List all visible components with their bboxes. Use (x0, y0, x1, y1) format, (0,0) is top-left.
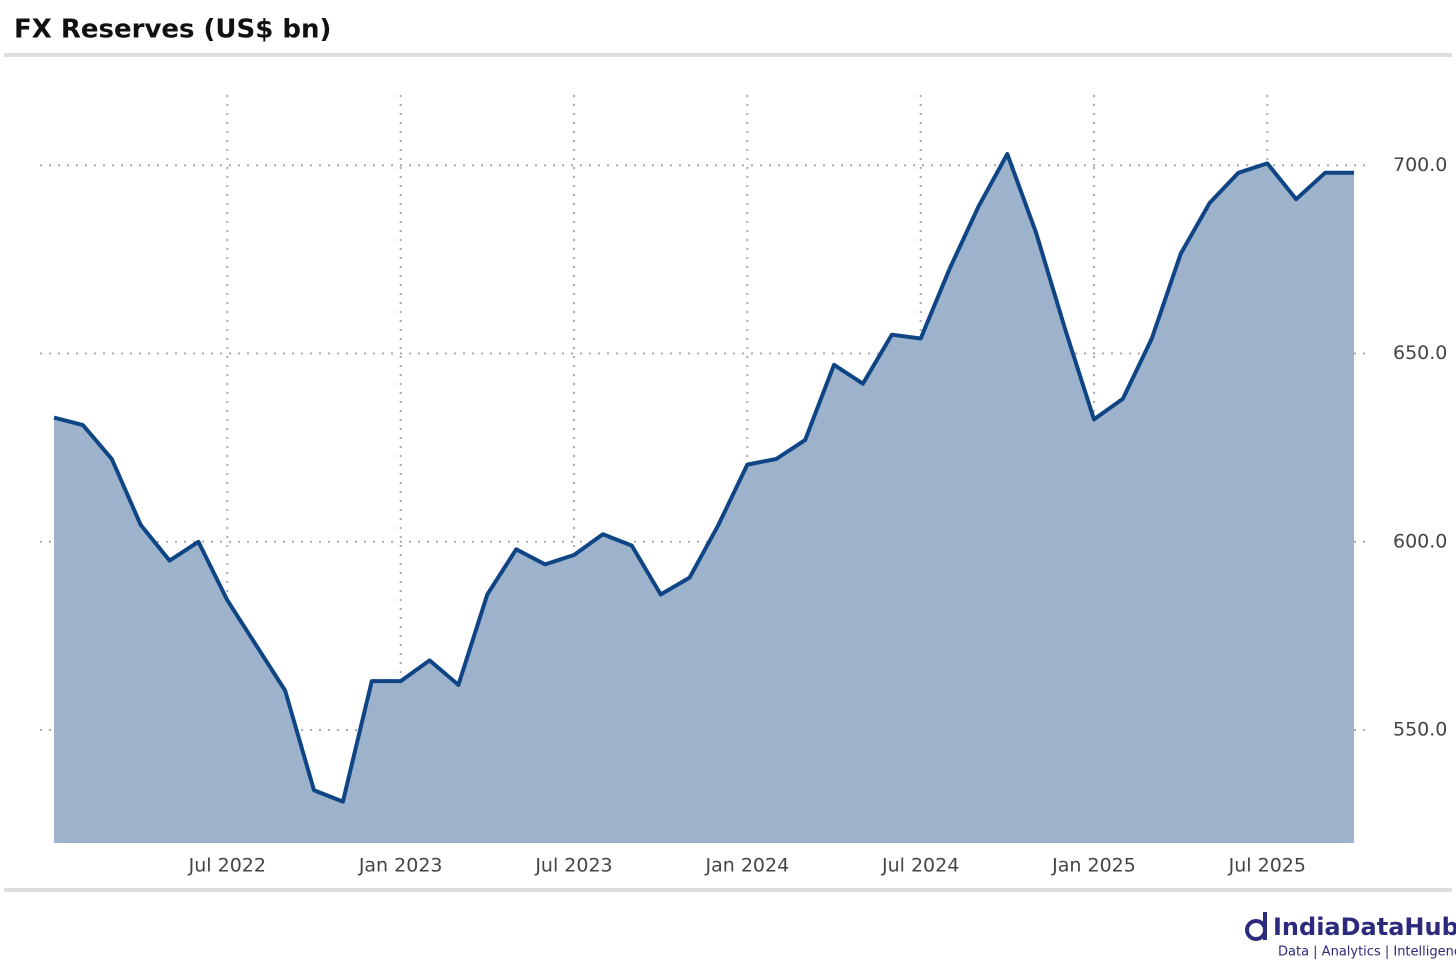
x-tick-label: Jan 2024 (704, 855, 789, 877)
header-rule (4, 53, 1452, 57)
chart-title: FX Reserves (US$ bn) (14, 15, 331, 45)
x-tick-label: Jul 2022 (188, 855, 266, 877)
x-tick-label: Jul 2023 (534, 855, 612, 877)
x-tick-label: Jul 2024 (881, 855, 959, 877)
y-tick-label: 600.0 (1393, 530, 1447, 552)
brand-name: IndiaDataHub (1273, 913, 1456, 941)
y-tick-label: 650.0 (1393, 342, 1447, 364)
area (54, 154, 1354, 843)
x-tick-label: Jul 2025 (1228, 855, 1306, 877)
logo-icon (1245, 919, 1267, 941)
footer-rule (4, 888, 1452, 892)
brand-tagline: Data | Analytics | Intelligence (1278, 945, 1456, 960)
y-tick-label: 550.0 (1393, 719, 1447, 741)
y-tick-label: 700.0 (1393, 154, 1447, 176)
line (53, 152, 1354, 804)
x-tick-label: Jan 2023 (358, 855, 443, 877)
x-tick-label: Jan 2025 (1051, 855, 1136, 877)
brand-logo: IndiaDataHub Data | Analytics | Intellig… (1245, 912, 1456, 960)
